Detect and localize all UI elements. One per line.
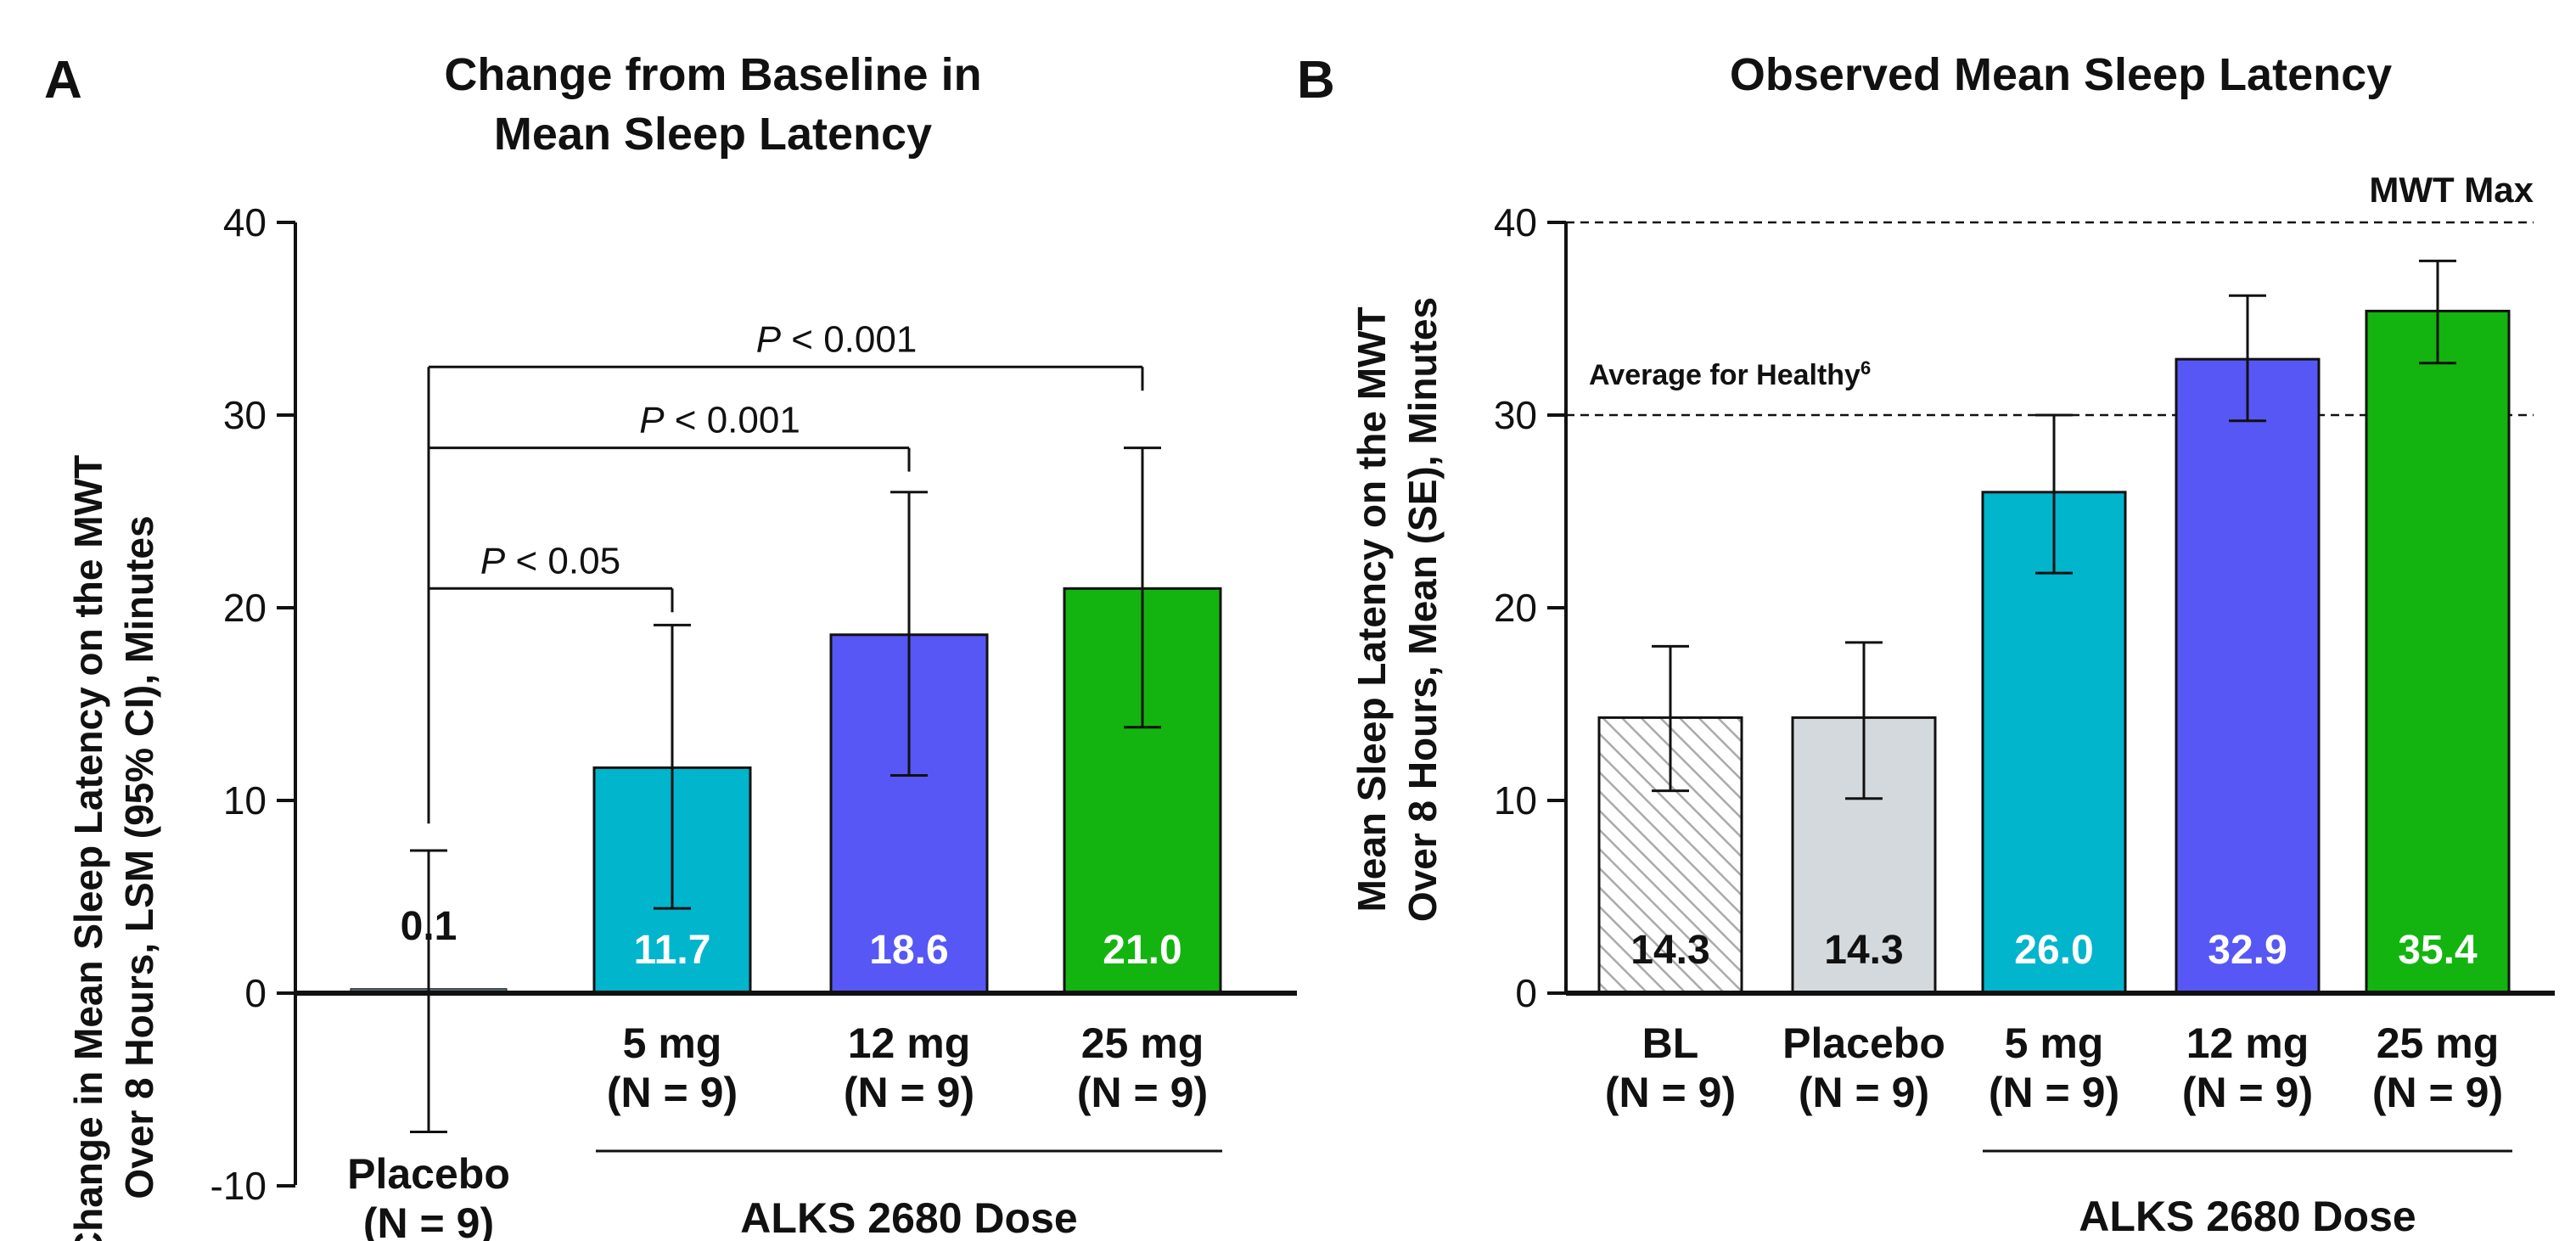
panel-b-category-n: (N = 9)	[1799, 1069, 1929, 1116]
panel-a-y-tick-label: -10	[210, 1164, 267, 1208]
panel-b-bar	[1981, 491, 2127, 995]
panel-b-category-name: 12 mg	[2186, 1019, 2309, 1067]
panel-a-y-tick-label: 10	[223, 778, 267, 823]
panel-b-category-n: (N = 9)	[1989, 1069, 2119, 1116]
panel-a-title-line-2: Mean Sleep Latency	[494, 109, 932, 160]
panel-b-category-name: 5 mg	[2005, 1019, 2104, 1067]
panel-a-y-tick-label: 20	[223, 586, 267, 630]
panel-b-value-label: 14.3	[1824, 928, 1903, 973]
panel-a-category-n: (N = 9)	[1077, 1069, 1208, 1116]
panel-a-category-name: 25 mg	[1081, 1019, 1204, 1067]
panel-b: B Observed Mean Sleep Latency Mean Sleep…	[1297, 49, 2555, 1240]
panel-b-value-label: 32.9	[2208, 928, 2287, 973]
reference-label-superscript: 6	[1860, 357, 1871, 379]
panel-a-y-tick-label: 40	[223, 200, 267, 244]
panel-b-y-tick-label: 20	[1494, 586, 1537, 630]
panel-b-category-name: Placebo	[1782, 1019, 1945, 1067]
panel-b-title: Observed Mean Sleep Latency	[1730, 49, 2392, 100]
panel-a-value-label: 21.0	[1103, 928, 1181, 973]
p-threshold: < 0.001	[781, 318, 917, 360]
panel-b-category-n: (N = 9)	[1605, 1069, 1736, 1116]
panel-b-value-label: 35.4	[2398, 928, 2478, 973]
panel-b-bar	[2365, 309, 2511, 995]
panel-a-p-value: P < 0.001	[639, 400, 800, 441]
panel-a-category-n: (N = 9)	[607, 1069, 738, 1116]
panel-a-title-line-1: Change from Baseline in	[444, 49, 981, 100]
panel-a: A Change from Baseline in Mean Sleep Lat…	[44, 49, 1297, 1241]
p-symbol: P	[756, 318, 782, 360]
panel-a-category-n: (N = 9)	[363, 1199, 494, 1241]
panel-b-group-label: ALKS 2680 Dose	[2079, 1193, 2416, 1240]
panel-b-y-tick-label: 10	[1494, 778, 1537, 823]
panel-a-ylabel-line-1: Change in Mean Sleep Latency on the MWT	[66, 455, 110, 1241]
panel-b-category-n: (N = 9)	[2372, 1069, 2503, 1116]
p-symbol: P	[480, 540, 506, 581]
panel-a-category-name: 5 mg	[623, 1019, 722, 1067]
p-threshold: < 0.05	[505, 540, 620, 581]
reference-label-text: Average for Healthy	[1589, 359, 1860, 391]
panel-a-category-name: 12 mg	[848, 1019, 971, 1067]
panel-b-y-tick-label: 0	[1515, 971, 1537, 1015]
panel-b-label: B	[1297, 51, 1335, 110]
panel-a-y-tick-label: 0	[244, 971, 267, 1015]
panel-a-value-label: 0.1	[401, 904, 457, 949]
panel-b-category-name: BL	[1642, 1019, 1699, 1067]
panel-a-p-value: P < 0.05	[480, 540, 620, 581]
panel-a-value-label: 18.6	[869, 928, 948, 973]
panel-a-label: A	[44, 51, 82, 110]
panel-b-y-tick-label: 30	[1494, 393, 1537, 437]
panel-b-reference-label: MWT Max	[2369, 170, 2534, 210]
panel-b-bar	[2175, 357, 2321, 995]
p-threshold: < 0.001	[665, 400, 800, 441]
panel-a-category-name: Placebo	[347, 1150, 510, 1198]
panel-b-y-tick-label: 40	[1494, 200, 1537, 244]
panel-a-ylabel-line-2: Over 8 Hours, LSM (95% CI), Minutes	[117, 515, 161, 1199]
panel-a-value-label: 11.7	[634, 928, 711, 973]
panel-b-category-n: (N = 9)	[2182, 1069, 2313, 1116]
panel-b-value-label: 14.3	[1630, 928, 1709, 973]
panel-b-ylabel-line-1: Mean Sleep Latency on the MWT	[1350, 306, 1394, 912]
panel-b-ylabel-line-2: Over 8 Hours, Mean (SE), Minutes	[1400, 297, 1445, 922]
panel-b-category-name: 25 mg	[2377, 1019, 2500, 1067]
panel-b-value-label: 26.0	[2014, 928, 2093, 973]
panel-a-group-label: ALKS 2680 Dose	[740, 1194, 1077, 1241]
panel-a-y-tick-label: 30	[223, 393, 267, 437]
panel-a-category-n: (N = 9)	[844, 1069, 974, 1116]
panel-a-p-value: P < 0.001	[756, 318, 918, 360]
p-symbol: P	[639, 400, 665, 441]
panel-b-reference-label: Average for Healthy6	[1589, 357, 1871, 391]
